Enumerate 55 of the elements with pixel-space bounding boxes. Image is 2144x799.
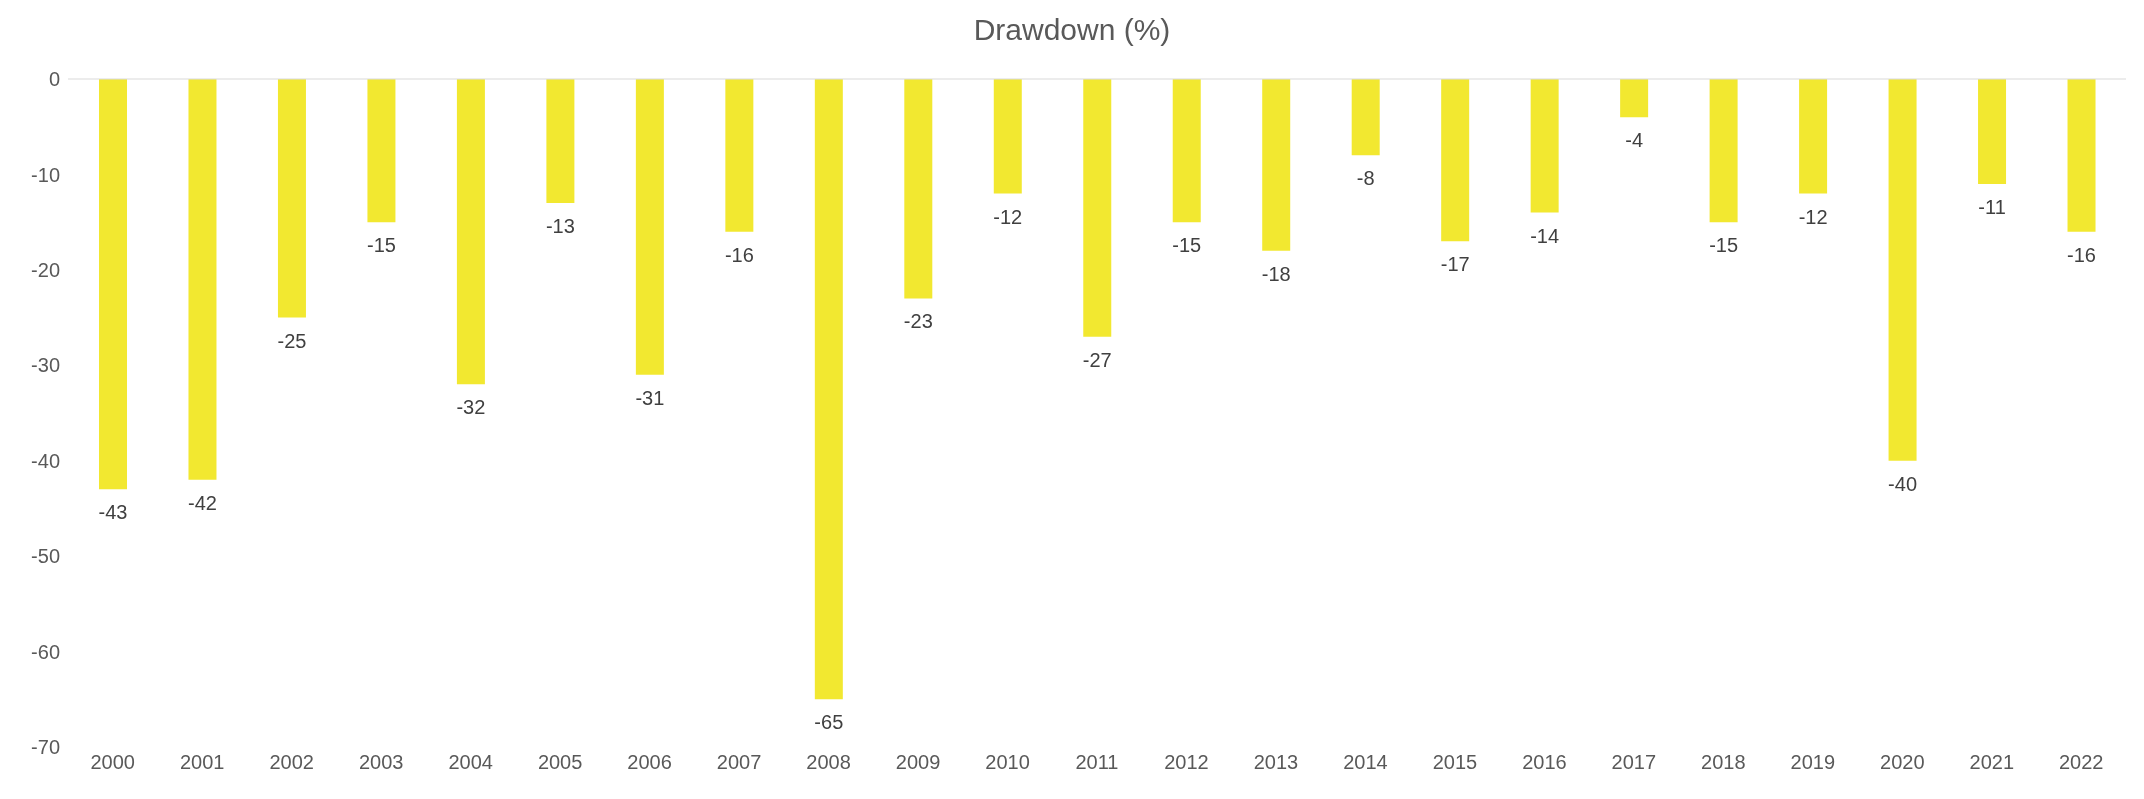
data-label: -14 xyxy=(1530,224,1560,247)
data-label: -8 xyxy=(1356,167,1375,190)
data-label: -31 xyxy=(635,386,665,409)
x-tick-label: 2014 xyxy=(1343,751,1388,774)
y-tick-label: -40 xyxy=(31,449,60,472)
data-label: -12 xyxy=(993,205,1023,228)
data-label: -65 xyxy=(814,711,844,734)
x-tick-label: 2017 xyxy=(1611,751,1657,774)
data-label: -13 xyxy=(545,215,575,238)
data-label: -27 xyxy=(1082,348,1112,371)
x-tick-label: 2010 xyxy=(985,751,1030,774)
y-tick-label: 0 xyxy=(48,68,60,91)
data-label: -4 xyxy=(1625,129,1644,152)
x-tick-label: 2005 xyxy=(537,751,583,774)
x-tick-label: 2011 xyxy=(1075,751,1119,774)
x-tick-label: 2012 xyxy=(1164,751,1209,774)
y-tick-label: -50 xyxy=(31,545,60,568)
x-tick-label: 2001 xyxy=(179,751,225,774)
data-label: -16 xyxy=(2067,243,2096,266)
data-label: -12 xyxy=(1798,205,1828,228)
data-label: -32 xyxy=(456,396,486,419)
x-tick-label: 2008 xyxy=(806,751,851,774)
y-tick-label: -30 xyxy=(31,354,60,377)
x-tick-label: 2006 xyxy=(627,751,672,774)
x-tick-label: 2021 xyxy=(1969,751,2015,774)
data-label: -15 xyxy=(1709,234,1739,257)
x-tick-label: 2019 xyxy=(1790,751,1836,774)
x-tick-label: 2015 xyxy=(1432,751,1478,774)
data-label: -25 xyxy=(277,329,307,352)
y-tick-label: -10 xyxy=(31,163,60,186)
x-tick-label: 2020 xyxy=(1880,751,1925,774)
data-label: -43 xyxy=(98,501,128,524)
data-label: -42 xyxy=(188,491,217,514)
x-tick-label: 2007 xyxy=(716,751,762,774)
data-label: -15 xyxy=(1172,234,1202,257)
y-tick-label: -70 xyxy=(31,736,60,759)
y-tick-label: -60 xyxy=(31,640,60,663)
x-tick-label: 2016 xyxy=(1522,751,1567,774)
data-label: -15 xyxy=(366,234,396,257)
data-label: -17 xyxy=(1440,253,1470,276)
x-tick-label: 2009 xyxy=(895,751,941,774)
x-tick-label: 2003 xyxy=(358,751,404,774)
y-tick-label: -20 xyxy=(31,258,60,281)
data-label: -16 xyxy=(724,243,754,266)
data-label: -11 xyxy=(1978,195,2006,218)
x-tick-label: 2018 xyxy=(1701,751,1746,774)
x-tick-label: 2004 xyxy=(448,751,493,774)
data-label: -23 xyxy=(903,310,933,333)
data-label: -18 xyxy=(1261,262,1291,285)
x-tick-label: 2022 xyxy=(2059,751,2104,774)
chart-title: Drawdown (%) xyxy=(972,12,1172,48)
x-tick-label: 2000 xyxy=(90,751,135,774)
x-tick-label: 2013 xyxy=(1253,751,1299,774)
data-label: -40 xyxy=(1888,472,1918,495)
x-tick-label: 2002 xyxy=(269,751,314,774)
